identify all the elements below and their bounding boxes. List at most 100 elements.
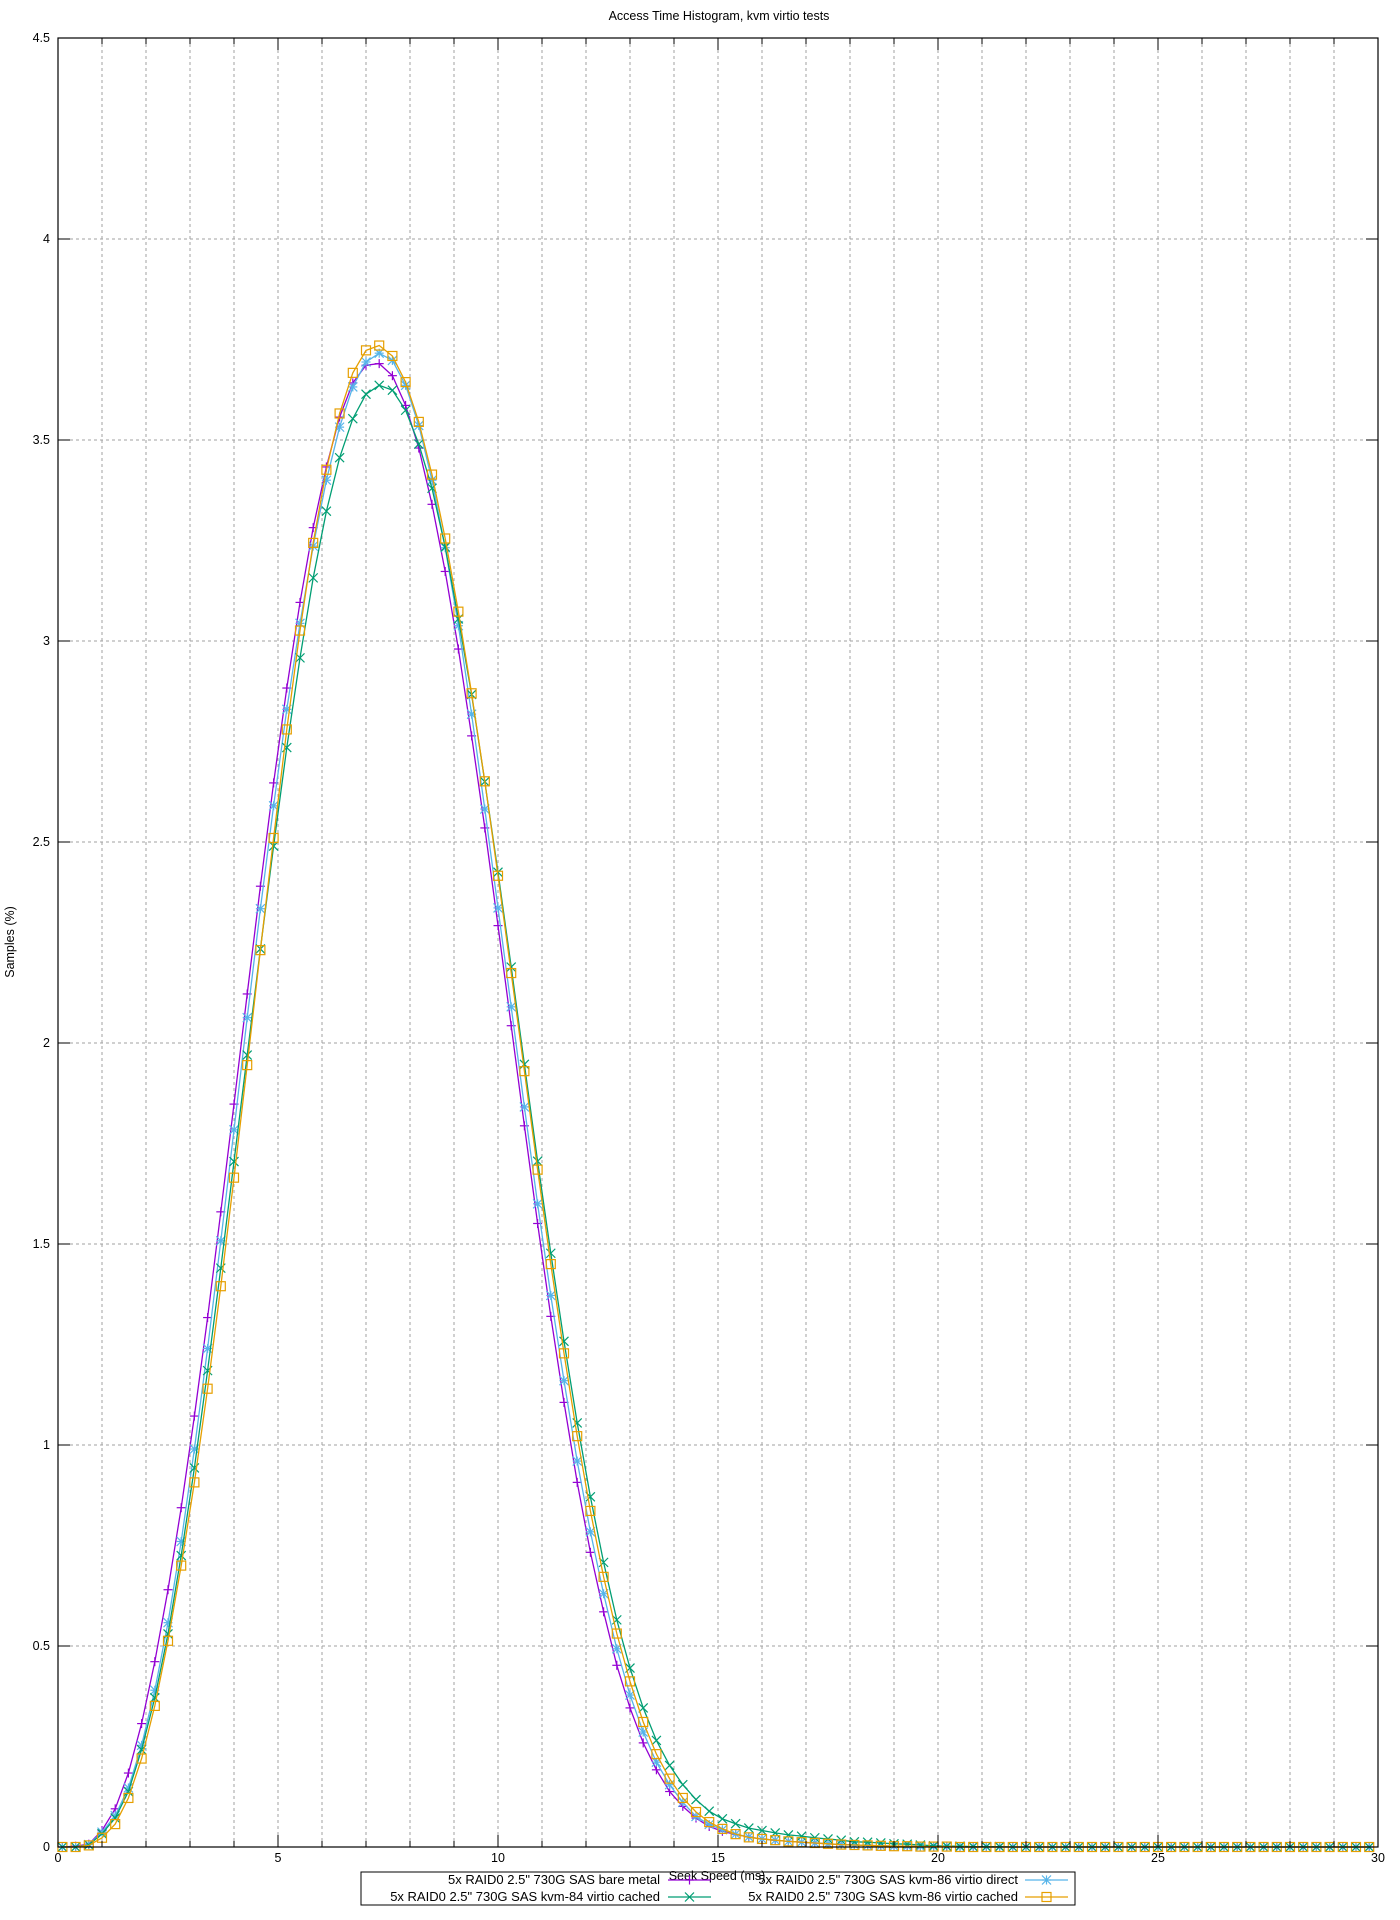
series-3 (57, 340, 1375, 1853)
data-point (545, 1258, 556, 1270)
data-point (229, 1156, 239, 1167)
data-point (229, 1124, 239, 1135)
data-point (400, 377, 411, 388)
data-point (413, 439, 424, 449)
data-point (545, 1248, 556, 1259)
data-point (453, 606, 464, 617)
data-point (308, 537, 319, 549)
series-line (62, 344, 1370, 1848)
data-point (506, 967, 517, 979)
data-point (598, 1571, 609, 1582)
data-point (479, 776, 490, 787)
data-point (308, 572, 319, 583)
data-point (519, 1101, 530, 1112)
x-axis-label: Seek Speed (ms) (669, 1869, 766, 1883)
series-2 (57, 380, 1375, 1852)
x-tick-label: 5 (275, 1851, 282, 1865)
data-point (347, 367, 358, 378)
data-point (360, 345, 372, 356)
series-line (62, 384, 1370, 1848)
legend-marker (685, 1875, 694, 1885)
data-point (730, 1829, 741, 1840)
data-point (123, 1792, 134, 1804)
series-layer (57, 340, 1375, 1853)
data-point (585, 1505, 596, 1517)
data-point (137, 1719, 147, 1729)
legend-marker (1041, 1875, 1052, 1885)
legend: 5x RAID0 2.5" 730G SAS bare metal 5x RAI… (360, 1871, 1076, 1906)
data-point (875, 1840, 886, 1851)
data-point (638, 1738, 648, 1748)
data-point (532, 1156, 543, 1167)
data-point (83, 1840, 94, 1851)
legend-label-2: 5x RAID0 2.5" 730G SAS kvm-84 virtio cac… (390, 1889, 660, 1904)
data-point (242, 1012, 253, 1023)
data-point (479, 804, 490, 814)
data-point (783, 1830, 794, 1840)
data-point (651, 1735, 662, 1746)
legend-box (360, 1871, 1076, 1906)
data-point (599, 1607, 609, 1617)
data-point (492, 870, 504, 881)
data-point (559, 1375, 569, 1386)
data-point (757, 1825, 767, 1836)
y-axis-label: Samples (%) (3, 906, 17, 978)
data-point (374, 359, 384, 369)
data-point (361, 389, 371, 400)
data-point (176, 1550, 187, 1561)
data-point (242, 1050, 253, 1060)
data-point (836, 1839, 847, 1850)
axis-ticks: 0 5 10 15 20 25 30 0 0.5 1 1.5 2 2.5 3 3.5 4 4.5 (33, 31, 1385, 1865)
data-point (493, 903, 503, 913)
data-point (347, 413, 358, 424)
x-tick-label: 30 (1371, 1851, 1385, 1865)
legend-label-1: 5x RAID0 2.5" 730G SAS kvm-86 virtio dir… (758, 1872, 1018, 1887)
data-point (572, 1477, 582, 1487)
data-point (572, 1431, 583, 1442)
data-point (559, 1336, 569, 1347)
data-point (150, 1657, 160, 1667)
data-point (612, 1660, 622, 1670)
data-point (651, 1749, 662, 1760)
data-point (902, 1841, 913, 1852)
data-point (783, 1836, 794, 1847)
data-point (506, 1001, 517, 1012)
data-point (955, 1841, 965, 1852)
x-tick-label: 25 (1151, 1851, 1165, 1865)
data-point (691, 1794, 701, 1805)
data-point (361, 357, 371, 367)
chart-title: Access Time Histogram, kvm virtio tests (609, 9, 830, 23)
data-point (519, 1059, 530, 1070)
data-point (413, 416, 424, 428)
y-tick-label: 2.5 (33, 835, 50, 849)
data-point (202, 1383, 213, 1394)
data-point (558, 1348, 570, 1359)
data-point (321, 464, 332, 475)
data-point (189, 1477, 200, 1488)
series-0 (57, 359, 1374, 1852)
legend-marker (1041, 1891, 1052, 1903)
data-point (532, 1164, 543, 1175)
data-point (770, 1835, 781, 1846)
legend-samples (668, 1875, 1068, 1903)
data-point (149, 1700, 160, 1711)
y-tick-label: 1.5 (33, 1237, 50, 1251)
data-point (136, 1753, 147, 1764)
data-point (255, 945, 266, 956)
data-point (796, 1831, 807, 1842)
y-tick-label: 0 (43, 1840, 50, 1854)
y-tick-label: 0.5 (33, 1639, 50, 1653)
data-point (651, 1765, 661, 1775)
data-point (110, 1813, 121, 1823)
data-point (664, 1773, 675, 1784)
data-point (677, 1779, 688, 1790)
y-tick-label: 3.5 (33, 433, 50, 447)
data-point (743, 1832, 754, 1843)
data-point (268, 832, 279, 844)
data-point (809, 1832, 820, 1843)
y-tick-label: 2 (43, 1036, 50, 1050)
data-point (189, 1411, 199, 1421)
data-point (163, 1629, 173, 1639)
x-tick-label: 0 (55, 1851, 62, 1865)
data-point (638, 1716, 649, 1728)
